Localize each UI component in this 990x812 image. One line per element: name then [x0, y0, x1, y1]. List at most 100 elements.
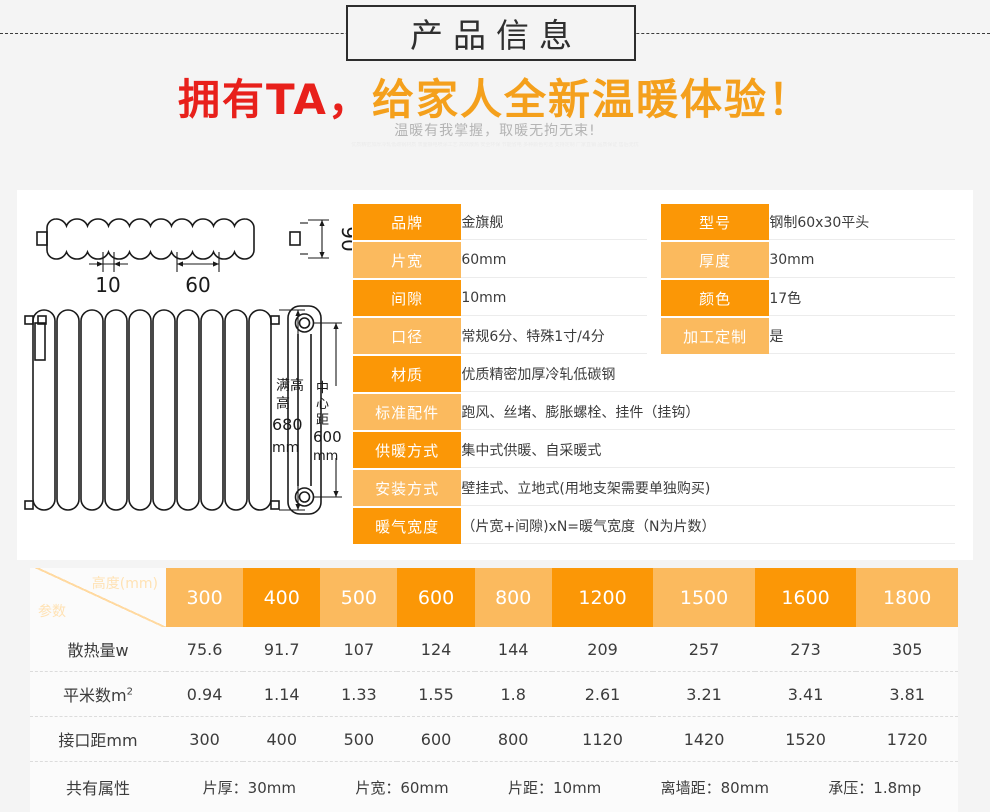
cell-heat-600: 124 [397, 627, 474, 672]
svg-text:中: 中 [316, 381, 329, 396]
spec-label-install-mode: 安装方式 [353, 470, 461, 506]
section-title-box: 产品信息 [346, 5, 636, 61]
cell-area-500: 1.33 [320, 672, 397, 717]
spec-row: 供暖方式 集中式供暖、自采暖式 [353, 432, 955, 468]
headline-part-gold: 给家人全新温暖体验！ [372, 75, 812, 124]
side-center-unit: mm [313, 449, 338, 464]
spec-row: 标准配件 跑风、丝堵、膨胀螺栓、挂件（挂钩） [353, 394, 955, 430]
cell-conn-1800: 1720 [856, 717, 958, 762]
spec-row: 片宽 60mm 厚度 30mm [353, 242, 955, 278]
spec-value-fin-width: 60mm [461, 242, 647, 278]
spec-label-bore: 口径 [353, 318, 461, 354]
headline-part-red: 拥有TA， [178, 75, 372, 124]
dim-width-label: 60 [185, 273, 210, 297]
table-row: 接口距mm 300 400 500 600 800 1120 1420 1520… [30, 717, 958, 762]
spec-value-custom: 是 [769, 318, 955, 354]
spec-spacer [647, 204, 661, 240]
cell-conn-1600: 1520 [755, 717, 857, 762]
svg-text:心: 心 [316, 397, 329, 412]
spec-label-color: 颜色 [661, 280, 769, 316]
row-label-common-attributes: 共有属性 [30, 762, 166, 812]
cell-area-1500: 3.21 [653, 672, 755, 717]
subheadline: 温暖有我掌握，取暖无拘无束! [0, 120, 990, 140]
cell-area-1600: 3.41 [755, 672, 857, 717]
specification-table: 品牌 金旗舰 型号 钢制60x30平头 片宽 60mm 厚度 30mm 间隙 1… [353, 202, 955, 546]
spec-value-bore: 常规6分、特殊1寸/4分 [461, 318, 647, 354]
spec-label-fin-width: 片宽 [353, 242, 461, 278]
row-label-area: 平米数m2 [30, 672, 166, 717]
spec-value-accessories: 跑风、丝堵、膨胀螺栓、挂件（挂钩） [461, 394, 955, 430]
spec-label-radiator-width: 暖气宽度 [353, 508, 461, 544]
cell-heat-1800: 305 [856, 627, 958, 672]
spec-value-model: 钢制60x30平头 [769, 204, 955, 240]
cell-conn-1200: 1120 [552, 717, 654, 762]
spec-label-gap: 间隙 [353, 280, 461, 316]
spec-label-thickness: 厚度 [661, 242, 769, 278]
table-header-row: 高度(mm) 参数 300 400 500 600 800 1200 1500 … [30, 568, 958, 627]
radiator-drawing-svg: 10 60 90 [17, 190, 352, 560]
cell-heat-800: 144 [475, 627, 552, 672]
spec-value-install-mode: 壁挂式、立地式(用地支架需要单独购买) [461, 470, 955, 506]
cell-conn-300: 300 [166, 717, 243, 762]
spec-value-material: 优质精密加厚冷轧低碳钢 [461, 356, 955, 392]
header-col-1600: 1600 [755, 568, 857, 627]
cell-heat-400: 91.7 [243, 627, 320, 672]
spec-panel: 10 60 90 [17, 190, 973, 560]
side-center-value: 600 [313, 428, 342, 446]
row-label-connection: 接口距mm [30, 717, 166, 762]
corner-label-parameter: 参数 [38, 601, 66, 621]
spec-label-accessories: 标准配件 [353, 394, 461, 430]
radiator-technical-drawing: 10 60 90 [17, 190, 352, 560]
cell-area-1800: 3.81 [856, 672, 958, 717]
spec-value-radiator-width: （片宽+间隙)xN=暖气宽度（N为片数） [461, 508, 955, 544]
header-col-300: 300 [166, 568, 243, 627]
corner-label-height: 高度(mm) [92, 573, 158, 593]
spec-value-heating-mode: 集中式供暖、自采暖式 [461, 432, 955, 468]
parameter-data-table: 高度(mm) 参数 300 400 500 600 800 1200 1500 … [30, 568, 958, 812]
common-attributes-cell: 片厚：30mm 片宽：60mm 片距：10mm 离墙距：80mm 承压：1.8m… [166, 762, 958, 812]
banner: 产品信息 拥有TA，给家人全新温暖体验！ 温暖有我掌握，取暖无拘无束! 优质精密… [0, 0, 990, 190]
header-col-500: 500 [320, 568, 397, 627]
spec-label-model: 型号 [661, 204, 769, 240]
spec-label-heating-mode: 供暖方式 [353, 432, 461, 468]
spec-label-brand: 品牌 [353, 204, 461, 240]
cell-area-300: 0.94 [166, 672, 243, 717]
cell-conn-600: 600 [397, 717, 474, 762]
row-label-area-text: 平米数m [63, 686, 127, 705]
svg-text:距: 距 [316, 413, 329, 428]
cell-heat-300: 75.6 [166, 627, 243, 672]
cell-area-600: 1.55 [397, 672, 474, 717]
spec-row: 口径 常规6分、特殊1寸/4分 加工定制 是 [353, 318, 955, 354]
headline: 拥有TA，给家人全新温暖体验！ [0, 66, 990, 127]
attr-fin-width: 片宽：60mm [355, 777, 448, 798]
cell-area-400: 1.14 [243, 672, 320, 717]
spec-value-color: 17色 [769, 280, 955, 316]
row-label-heat-output: 散热量w [30, 627, 166, 672]
attr-fin-pitch: 片距：10mm [508, 777, 601, 798]
spec-label-custom: 加工定制 [661, 318, 769, 354]
product-info-page: 产品信息 拥有TA，给家人全新温暖体验！ 温暖有我掌握，取暖无拘无束! 优质精密… [0, 0, 990, 794]
spec-row: 安装方式 壁挂式、立地式(用地支架需要单独购买) [353, 470, 955, 506]
cell-area-1200: 2.61 [552, 672, 654, 717]
spec-row: 材质 优质精密加厚冷轧低碳钢 [353, 356, 955, 392]
cell-area-800: 1.8 [475, 672, 552, 717]
header-col-1800: 1800 [856, 568, 958, 627]
section-title: 产品信息 [400, 9, 582, 57]
header-col-600: 600 [397, 568, 474, 627]
spec-spacer [647, 280, 661, 316]
attr-pressure: 承压：1.8mp [828, 777, 921, 798]
cell-heat-1200: 209 [552, 627, 654, 672]
spec-value-gap: 10mm [461, 280, 647, 316]
attr-wall-distance: 离墙距：80mm [661, 777, 769, 798]
cell-heat-1500: 257 [653, 627, 755, 672]
front-height-unit: mm [272, 440, 299, 456]
spec-value-brand: 金旗舰 [461, 204, 647, 240]
spec-spacer [647, 318, 661, 354]
cell-conn-500: 500 [320, 717, 397, 762]
header-col-1200: 1200 [552, 568, 654, 627]
header-col-400: 400 [243, 568, 320, 627]
cell-conn-800: 800 [475, 717, 552, 762]
row-label-area-sup: 2 [127, 687, 133, 698]
dim-gap-label: 10 [95, 273, 120, 297]
spec-label-material: 材质 [353, 356, 461, 392]
